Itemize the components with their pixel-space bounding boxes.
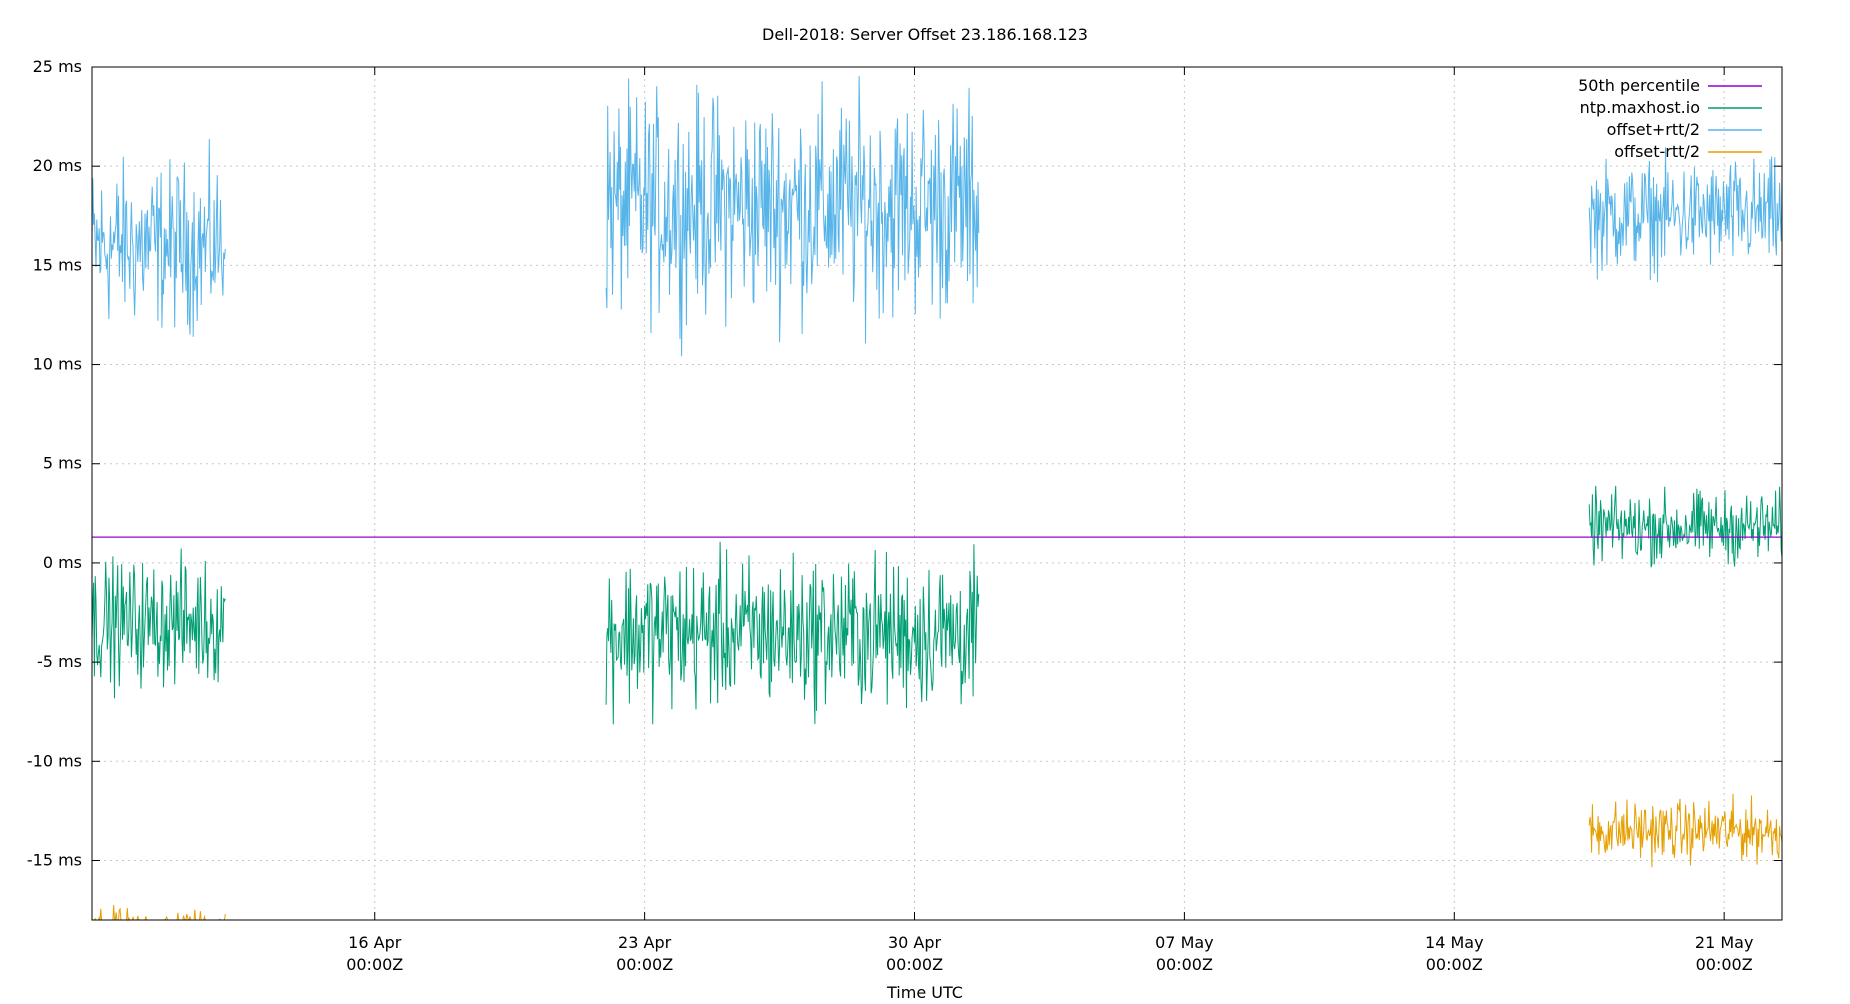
x-tick-label-date: 14 May [1425,933,1484,952]
series-line-offset-rtt-2 [1588,793,1783,868]
y-tick-label: 15 ms [33,255,82,274]
x-tick-label-time: 00:00Z [346,955,403,974]
x-tick-label-time: 00:00Z [1426,955,1483,974]
series-line-ntp-maxhost-io [91,548,226,699]
legend: 50th percentile ntp.maxhost.io offset+rtt/… [1578,76,1762,161]
plot-frame [91,66,1783,921]
y-tick-label: 0 ms [43,553,82,572]
x-tick-label-time: 00:00Z [616,955,673,974]
grid-layer [92,66,1782,920]
y-tick-label: 5 ms [43,454,82,473]
legend-label: 50th percentile [1578,76,1700,95]
x-tick-label-time: 00:00Z [1696,955,1753,974]
series-line-offset-rtt-2 [1588,147,1783,283]
x-tick-label-date: 23 Apr [618,933,672,952]
legend-label: ntp.maxhost.io [1580,98,1700,117]
x-axis-label: Time UTC [886,983,963,1000]
axis-layer: 25 ms 20 ms 15 ms 10 ms 5 ms 0 ms -5 ms -10 ms -… [27,57,1782,974]
x-tick-label-date: 21 May [1695,933,1754,952]
x-tick-label-date: 30 Apr [888,933,942,952]
chart-title: Dell-2018: Server Offset 23.186.168.123 [762,25,1088,44]
y-tick-label: 25 ms [33,57,82,76]
y-tick-label: -10 ms [27,751,82,770]
x-tick-label-date: 07 May [1155,933,1214,952]
y-tick-label: 10 ms [33,355,82,374]
y-tick-label: -15 ms [27,850,82,869]
series-layer [91,75,1783,922]
legend-label: offset-rtt/2 [1614,142,1700,161]
x-tick-label-date: 16 Apr [348,933,402,952]
y-tick-label: -5 ms [37,652,82,671]
legend-label: offset+rtt/2 [1607,120,1700,139]
y-tick-label: 20 ms [33,156,82,175]
x-tick-label-time: 00:00Z [886,955,943,974]
series-line-ntp-maxhost-io [1588,485,1783,568]
series-line-ntp-maxhost-io [605,541,980,725]
series-line-offset-rtt-2 [91,138,226,337]
series-line-offset-rtt-2 [605,75,980,357]
x-tick-label-time: 00:00Z [1156,955,1213,974]
